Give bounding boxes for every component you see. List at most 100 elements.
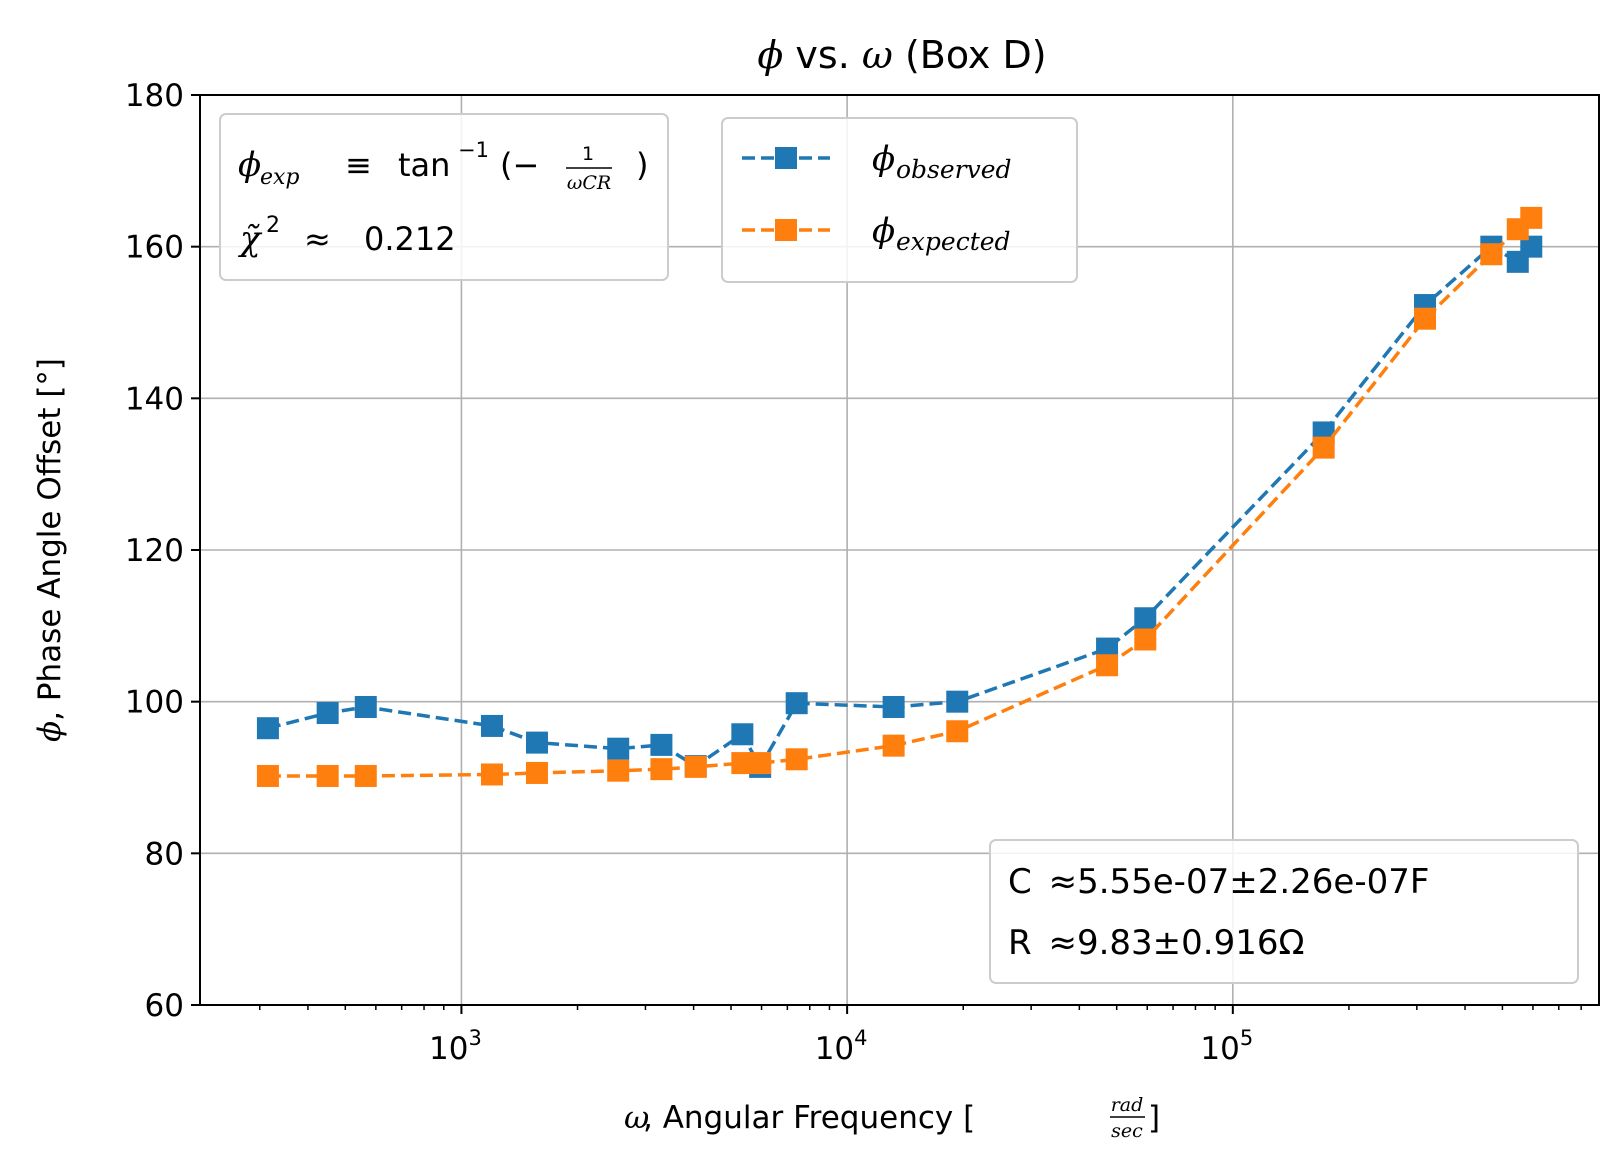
formula-lhs: ϕ	[238, 145, 261, 185]
marker-expected	[684, 755, 707, 778]
marker-expected	[946, 720, 969, 743]
formula-lparen: (−	[500, 146, 539, 184]
legend: ϕ observed ϕ expected	[721, 117, 1078, 283]
title-vs: vs.	[783, 33, 862, 77]
xlabel-text: , Angular Frequency [	[643, 1100, 975, 1136]
marker-expected	[607, 759, 630, 782]
formula-tan: tan	[398, 146, 450, 184]
chi-approx: ≈	[304, 220, 331, 258]
y-tick-label: 120	[125, 533, 184, 569]
param-r-value: 9.83±0.916Ω	[1077, 923, 1305, 963]
series-layer	[256, 206, 1543, 787]
param-c: C ≈5.55e-07±2.26e-07F	[1008, 862, 1429, 902]
marker-observed	[946, 690, 969, 713]
marker-observed	[256, 717, 279, 740]
formula-box: ϕ exp ≡ tan −1 (− 1 ωCR ) χ̃ 2 ≈ 0.212	[219, 113, 669, 281]
legend-label-expected-sym: ϕ	[872, 211, 895, 251]
title-rest: (Box D)	[893, 33, 1047, 77]
param-r: R ≈9.83±0.916Ω	[1008, 923, 1304, 963]
legend-label-expected-sub: expected	[896, 227, 1011, 256]
xlabel-close: ]	[1148, 1100, 1160, 1136]
formula-frac-num: 1	[582, 143, 594, 165]
marker-observed	[785, 692, 808, 715]
marker-expected	[354, 764, 377, 787]
plot-frame	[199, 94, 1600, 1006]
params-box: C ≈5.55e-07±2.26e-07F R ≈9.83±0.916Ω	[989, 839, 1579, 984]
marker-observed	[1134, 607, 1157, 630]
chi-sup: 2	[266, 213, 280, 238]
marker-expected	[1480, 243, 1503, 266]
series-line-observed	[267, 244, 1533, 771]
formula-box-frame	[219, 113, 669, 281]
marker-observed	[1096, 637, 1119, 660]
x-tick-label: 104	[815, 1026, 868, 1067]
param-r-approx: ≈	[1048, 923, 1077, 963]
marker-expected	[882, 734, 905, 757]
formula-equiv: ≡	[345, 146, 372, 184]
marker-expected	[1520, 206, 1543, 229]
marker-expected	[1414, 307, 1437, 330]
title-omega: ω	[862, 33, 893, 77]
x-tick-exponent: 5	[1240, 1026, 1253, 1050]
param-r-label: R	[1008, 923, 1032, 963]
chi-symbol: χ̃	[238, 219, 263, 259]
marker-expected	[525, 761, 548, 784]
x-tick-exponent: 3	[468, 1026, 481, 1050]
x-ticks: 103 104 105	[429, 1005, 1253, 1067]
ylabel-text: , Phase Angle Offset [°]	[32, 358, 68, 721]
y-axis-label: ϕ, Phase Angle Offset [°]	[32, 358, 68, 742]
legend-frame	[721, 117, 1078, 283]
xlabel-frac-num: rad	[1111, 1094, 1144, 1116]
y-tick-label: 140	[125, 381, 184, 417]
marker-observed	[1520, 235, 1543, 258]
marker-observed	[882, 695, 905, 718]
x-tick-exponent: 4	[854, 1026, 867, 1050]
marker-observed	[650, 733, 673, 756]
marker-observed	[731, 723, 754, 746]
param-c-value: 5.55e-07±2.26e-07F	[1077, 862, 1429, 902]
formula-frac-den: ωCR	[567, 172, 611, 194]
marker-observed	[354, 695, 377, 718]
marker-observed	[525, 731, 548, 754]
marker-expected	[1096, 654, 1119, 677]
marker-observed	[607, 737, 630, 760]
chart-title: ϕ vs. ω (Box D)	[757, 33, 1046, 77]
legend-label-observed-sym: ϕ	[872, 139, 895, 179]
ylabel-phi: ϕ	[32, 721, 68, 742]
series-line-expected	[267, 216, 1533, 778]
marker-expected	[256, 764, 279, 787]
marker-expected	[1312, 436, 1335, 459]
y-tick-label: 60	[145, 988, 184, 1024]
xlabel-frac-den: sec	[1111, 1120, 1143, 1142]
x-axis-label: ω , Angular Frequency [ rad sec ]	[624, 1094, 1160, 1142]
legend-label-observed-sub: observed	[896, 155, 1012, 184]
marker-observed	[480, 714, 503, 737]
marker-expected	[1134, 628, 1157, 651]
marker-expected	[785, 748, 808, 771]
marker-expected	[316, 764, 339, 787]
param-c-label: C	[1008, 862, 1032, 902]
x-tick-label: 103	[429, 1026, 482, 1067]
formula-rparen: )	[636, 146, 648, 184]
params-box-frame	[989, 839, 1579, 984]
formula-tan-sup: −1	[458, 138, 489, 162]
formula-lhs-sub: exp	[260, 165, 300, 190]
legend-marker-expected	[775, 219, 797, 241]
legend-marker-observed	[775, 147, 797, 169]
y-tick-label: 180	[125, 78, 184, 114]
y-ticks: 60 80 100 120 140 160 180	[125, 78, 200, 1024]
marker-expected	[480, 763, 503, 786]
marker-observed	[316, 702, 339, 725]
marker-expected	[731, 752, 754, 775]
xlabel-omega: ω	[624, 1100, 649, 1136]
y-tick-label: 80	[145, 836, 184, 872]
marker-expected	[749, 752, 772, 775]
y-tick-label: 100	[125, 685, 184, 721]
title-phi: ϕ	[757, 33, 783, 77]
param-c-approx: ≈	[1049, 862, 1078, 902]
marker-expected	[650, 758, 673, 781]
chi-value: 0.212	[364, 220, 456, 258]
y-tick-label: 160	[125, 230, 184, 266]
x-tick-label: 105	[1200, 1026, 1253, 1067]
